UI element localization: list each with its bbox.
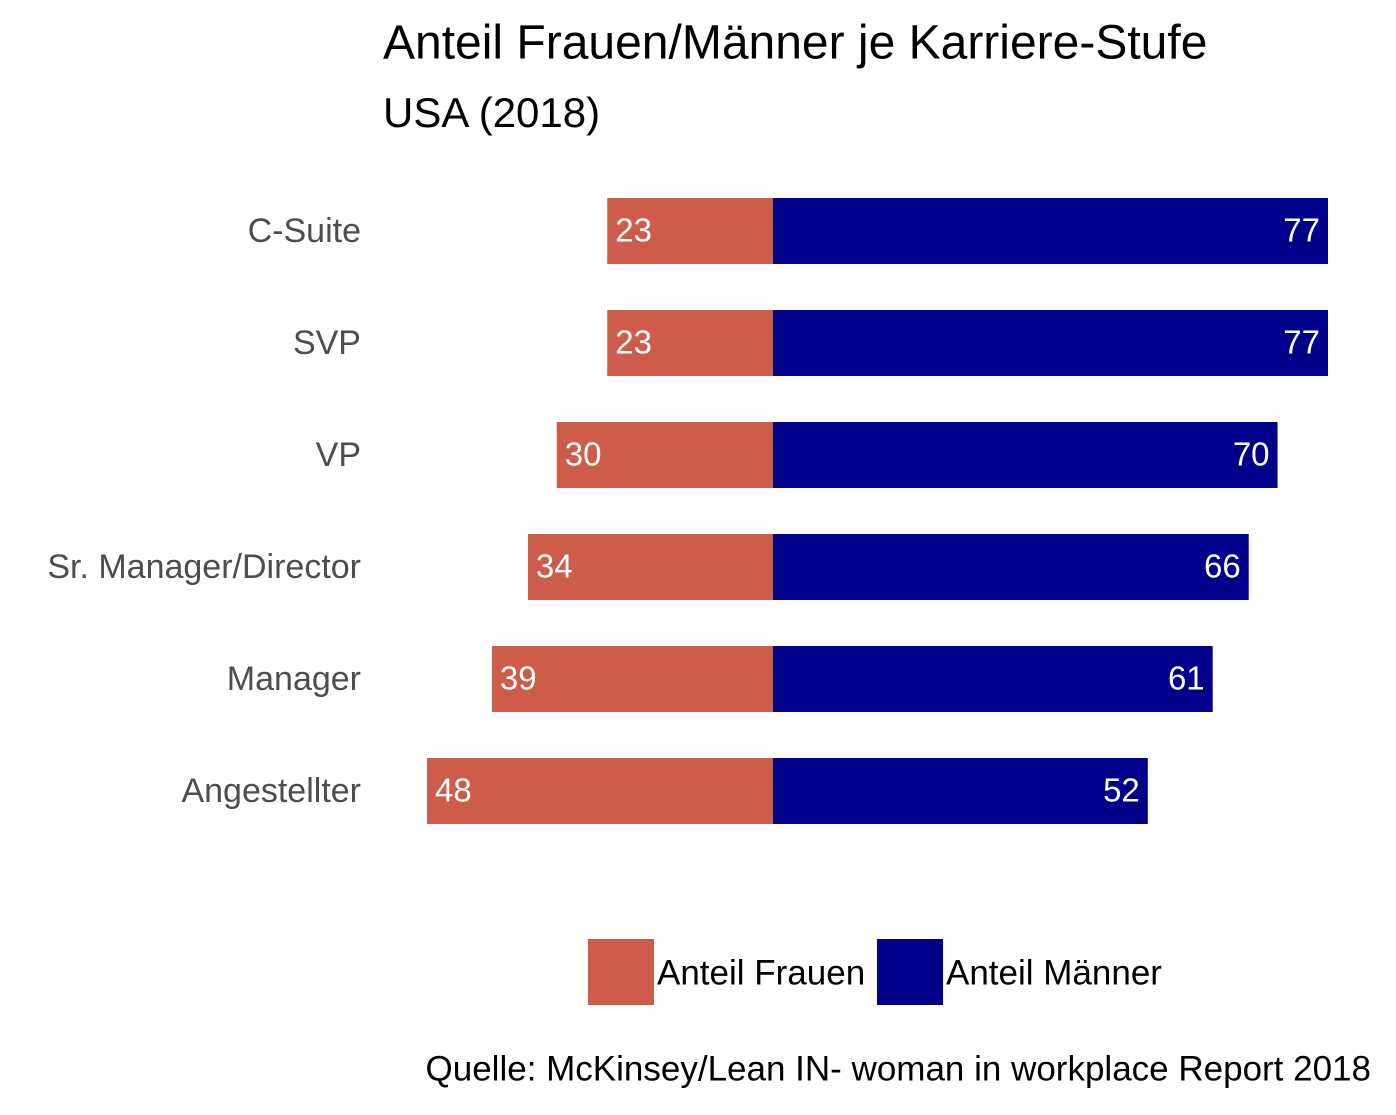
bar [773, 646, 1213, 712]
y-tick-label: Angestellter [181, 772, 361, 810]
bar [773, 758, 1148, 824]
data-label: 61 [1168, 660, 1205, 697]
bar [773, 310, 1328, 376]
data-label: 52 [1103, 772, 1140, 809]
data-label: 77 [1283, 212, 1320, 249]
data-label: 70 [1233, 436, 1270, 473]
y-tick-label: Manager [227, 660, 361, 698]
data-label: 23 [615, 212, 652, 249]
bar [556, 422, 773, 488]
bar [773, 198, 1328, 264]
bar [491, 646, 773, 712]
bar [427, 758, 773, 824]
bar [527, 534, 773, 600]
data-label: 34 [536, 548, 573, 585]
source-note: Quelle: McKinsey/Lean IN- woman in workp… [426, 1049, 1371, 1088]
data-label: 23 [615, 324, 652, 361]
data-label: 39 [500, 660, 537, 697]
bar [607, 198, 773, 264]
chart-title: Anteil Frauen/Männer je Karriere-Stufe [383, 17, 1207, 70]
bar [773, 422, 1278, 488]
legend-label: Anteil Männer [946, 953, 1162, 992]
legend-swatch [877, 939, 943, 1005]
data-label: 30 [565, 436, 602, 473]
y-tick-label: Sr. Manager/Director [47, 548, 361, 586]
bar [773, 534, 1249, 600]
data-label: 77 [1283, 324, 1320, 361]
y-tick-label: SVP [293, 324, 361, 362]
bar [607, 310, 773, 376]
y-tick-label: VP [316, 436, 361, 474]
chart-subtitle: USA (2018) [383, 89, 600, 136]
data-label: 48 [435, 772, 472, 809]
data-label: 66 [1204, 548, 1241, 585]
legend-label: Anteil Frauen [657, 953, 865, 992]
legend-swatch [588, 939, 654, 1005]
y-tick-label: C-Suite [248, 212, 361, 250]
